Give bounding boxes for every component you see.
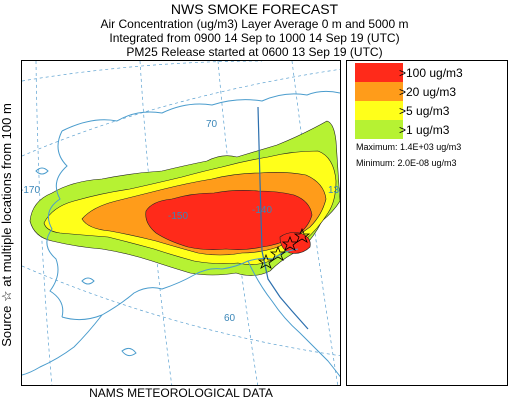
release-info: PM25 Release started at 0600 13 Sep 19 (… xyxy=(126,45,383,59)
legend-swatch-gt20 xyxy=(355,82,403,101)
smoke-map[interactable]: -170 -150 -140 130 70 60 xyxy=(21,60,341,386)
latitude-line-60 xyxy=(22,265,340,357)
legend: >100 ug/m3 >20 ug/m3 >5 ug/m3 >1 ug/m3 M… xyxy=(346,60,508,386)
concentration-subtitle: Air Concentration (ug/m3) Layer Average … xyxy=(100,17,409,31)
legend-maximum: Maximum: 1.4E+03 ug/m3 xyxy=(356,142,462,152)
map-title: NWS SMOKE FORECAST xyxy=(170,1,339,17)
label-lon-140: -140 xyxy=(252,205,272,216)
source-side-label: Source ☆ at multiple locations from 100 … xyxy=(0,60,17,390)
smoke-contours xyxy=(29,120,340,276)
north-coast xyxy=(61,90,340,132)
us-canada-border xyxy=(257,106,309,330)
label-lat-70: 70 xyxy=(206,119,218,130)
contour-gt100 xyxy=(145,190,313,250)
data-source-footer: NAMS METEOROLOGICAL DATA xyxy=(89,386,273,400)
source-label-text: Source ☆ at multiple locations from 100 … xyxy=(0,103,14,347)
label-lon-150: -150 xyxy=(168,211,188,222)
legend-swatch-gt5 xyxy=(355,101,403,120)
island-3 xyxy=(35,167,49,175)
source-star xyxy=(281,235,299,251)
latitude-line-70 xyxy=(22,68,340,157)
island-2 xyxy=(121,347,137,357)
legend-minimum: Minimum: 2.0E-08 ug/m3 xyxy=(356,158,457,168)
southeast-coast xyxy=(247,260,340,378)
map-canvas: -170 -150 -140 130 70 60 xyxy=(22,61,341,385)
source-star xyxy=(257,253,275,269)
label-lon-170: -170 xyxy=(22,185,40,196)
west-coast xyxy=(46,130,68,318)
source-star xyxy=(293,227,311,243)
legend-label-gt1: >1 ug/m3 xyxy=(399,123,450,137)
source-markers xyxy=(257,227,311,269)
source-star xyxy=(269,245,287,261)
legend-label-gt100: >100 ug/m3 xyxy=(399,66,463,80)
latitude-line-80 xyxy=(22,61,263,82)
label-lon-130: 130 xyxy=(328,185,341,196)
integration-period: Integrated from 0900 14 Sep to 1000 14 S… xyxy=(109,31,400,45)
peninsula xyxy=(22,314,103,376)
longitude-line-170 xyxy=(35,61,53,385)
legend-swatch-gt1 xyxy=(355,120,403,139)
legend-swatch-gt100 xyxy=(355,63,403,82)
legend-label-gt20: >20 ug/m3 xyxy=(399,85,457,99)
legend-label-gt5: >5 ug/m3 xyxy=(399,104,450,118)
island-1 xyxy=(81,277,95,285)
south-coast xyxy=(61,248,299,321)
coastlines xyxy=(22,90,340,378)
label-lat-60: 60 xyxy=(224,313,236,324)
